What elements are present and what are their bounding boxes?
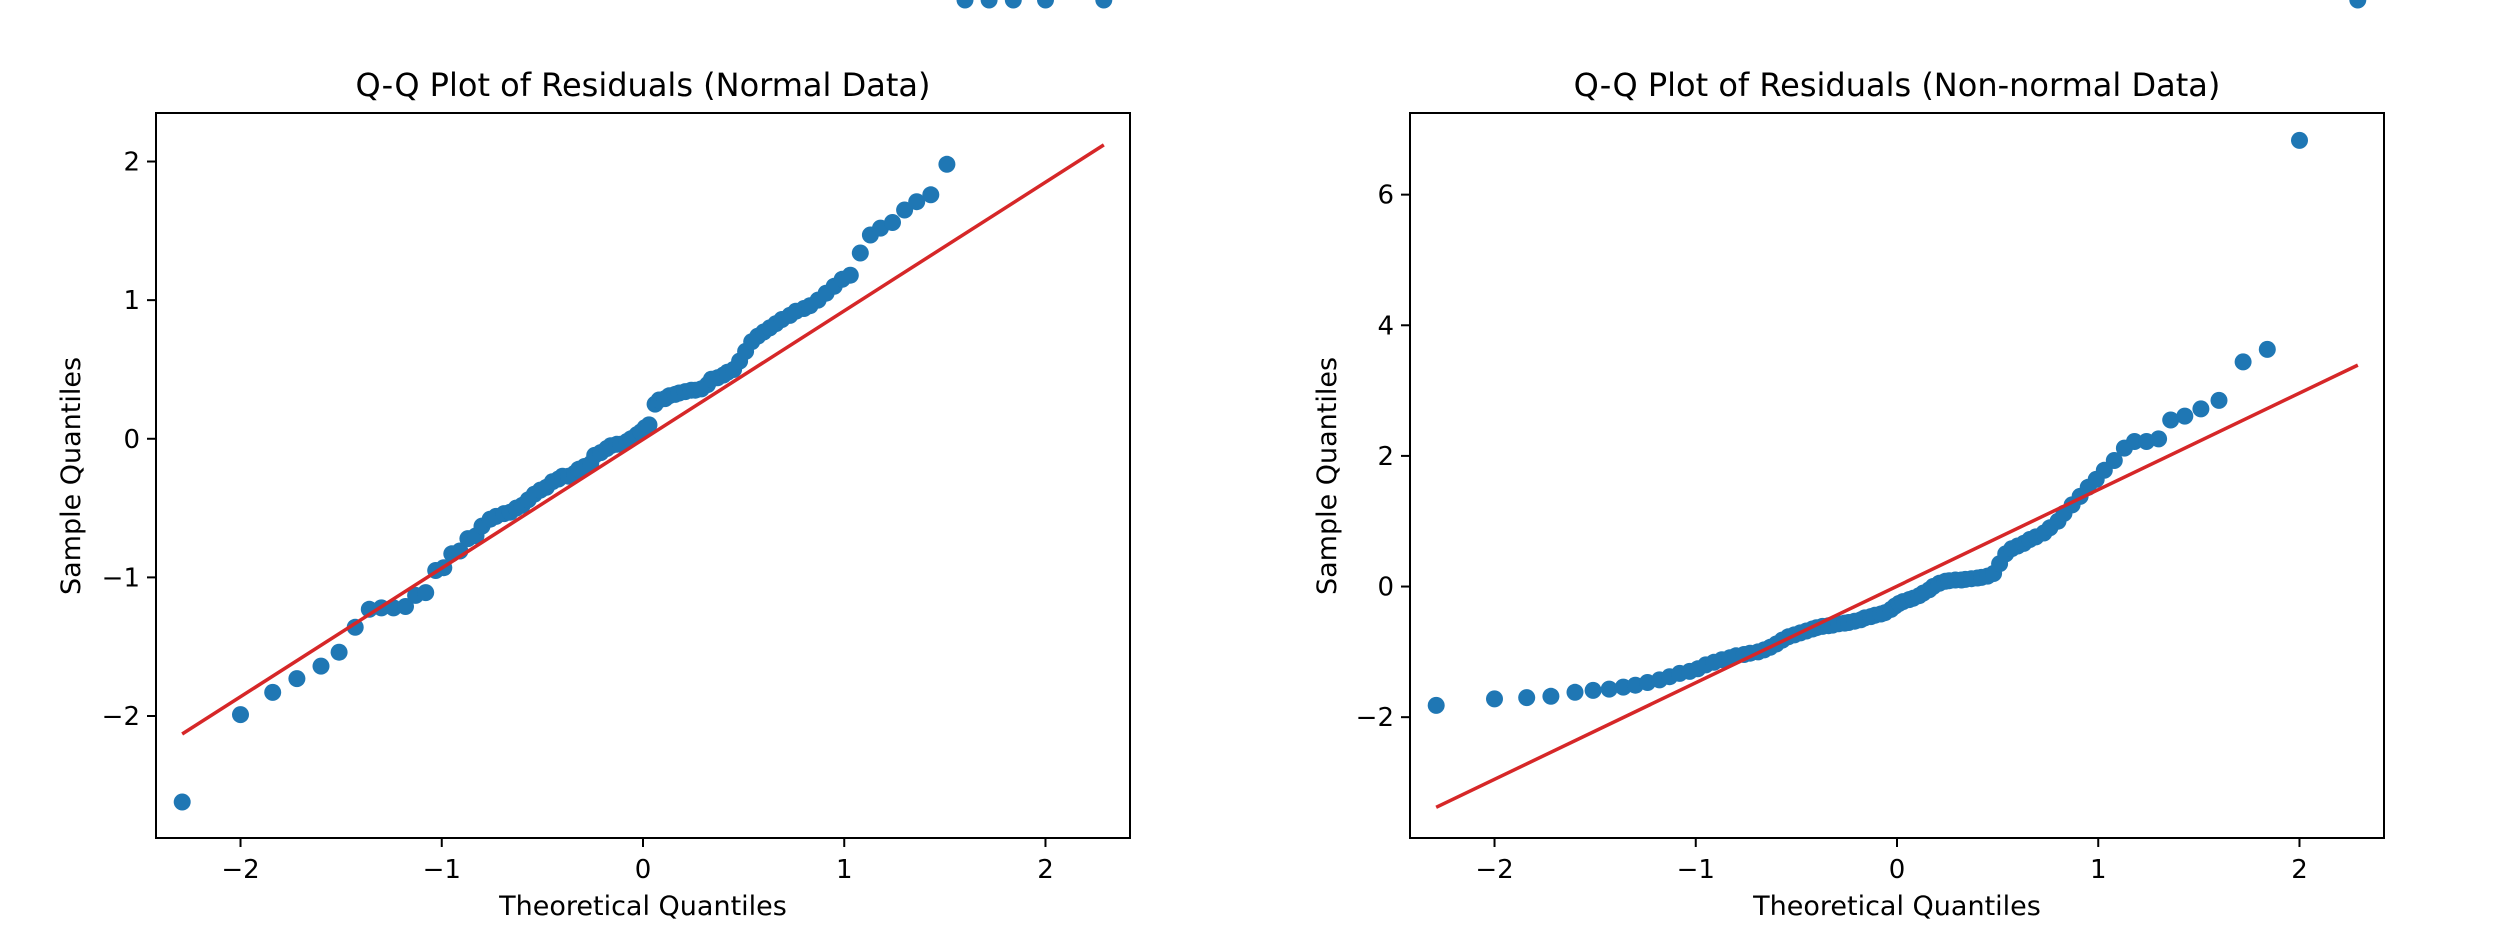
qq-marks-nonnormal [1427,0,2367,809]
y-tick-label: 0 [1377,573,1394,603]
qq-point [1518,689,1536,707]
qq-point [346,618,364,636]
qq-point [1600,680,1618,698]
x-tick-label: −1 [1677,855,1715,885]
qq-point [397,598,414,615]
y-axis-label: Sample Quantiles [1312,357,1343,595]
y-tick-label: 2 [123,148,140,178]
qq-point [1486,690,1503,708]
qq-point [1095,0,1113,9]
qq-point [2291,131,2308,149]
reference-line [181,143,1105,736]
x-axis-label: Theoretical Quantiles [498,891,787,922]
qq-point [2258,340,2276,358]
x-tick-label: 1 [2090,855,2107,885]
y-tick-label: −2 [102,702,140,732]
qq-point [232,706,249,724]
qq-point [980,0,998,9]
x-tick-label: −1 [423,855,461,885]
x-tick-label: 2 [2291,855,2308,885]
qq-point [851,244,869,262]
y-tick-label: 4 [1377,311,1394,341]
y-tick-label: −2 [1356,703,1394,733]
qq-point [1566,683,1584,701]
qq-point [173,793,191,811]
qq-point [2349,0,2367,9]
qq-point [938,155,956,173]
qq-panel-nonnormal: Q-Q Plot of Residuals (Non-normal Data) … [1312,0,2385,922]
qq-point [417,584,435,602]
y-tick-label: 0 [123,425,140,455]
qq-point [2210,391,2228,409]
y-axis-ticks: −2 0 2 4 6 [1356,181,1410,733]
qq-point [1427,696,1445,714]
x-axis-ticks: −2 −1 0 1 2 [221,838,1054,885]
qq-point [1542,687,1560,705]
qq-marks-normal [173,0,1113,811]
qq-point [1584,681,1602,699]
qq-point [640,416,658,434]
x-tick-label: −2 [221,855,259,885]
y-tick-label: 6 [1377,181,1394,211]
qq-point [2234,353,2252,371]
qq-point [2192,400,2210,418]
qq-point [922,186,940,204]
chart-title: Q-Q Plot of Residuals (Non-normal Data) [1574,66,2221,104]
qq-point [288,670,306,688]
qq-point [2126,433,2143,450]
qq-point [2176,407,2194,425]
x-tick-label: 0 [1889,855,1906,885]
qq-point [312,657,330,675]
qq-point [2162,411,2180,429]
qq-point [884,214,901,231]
qq-panel-normal: Q-Q Plot of Residuals (Normal Data) −2 −1… [56,0,1131,922]
x-tick-label: −2 [1475,855,1513,885]
qq-point [956,0,974,9]
x-axis-ticks: −2 −1 0 1 2 [1475,838,2308,885]
qq-point [330,643,348,661]
qq-point [908,193,926,211]
y-tick-label: 1 [123,286,140,316]
qq-point [896,201,914,219]
qq-point [1004,0,1022,9]
x-axis-label: Theoretical Quantiles [1752,891,2041,922]
x-tick-label: 1 [836,855,853,885]
qq-point [2105,452,2123,469]
y-axis-label: Sample Quantiles [56,357,87,595]
y-tick-label: 2 [1377,442,1394,472]
y-axis-ticks: −2 −1 0 1 2 [102,148,156,732]
reference-line [1435,363,2359,809]
chart-title: Q-Q Plot of Residuals (Normal Data) [356,66,931,104]
qq-point [841,266,859,284]
qq-point [1037,0,1054,9]
x-tick-label: 0 [635,855,652,885]
qq-point [2150,430,2168,448]
x-tick-label: 2 [1037,855,1054,885]
y-tick-label: −1 [102,563,140,593]
qq-point [264,683,282,701]
